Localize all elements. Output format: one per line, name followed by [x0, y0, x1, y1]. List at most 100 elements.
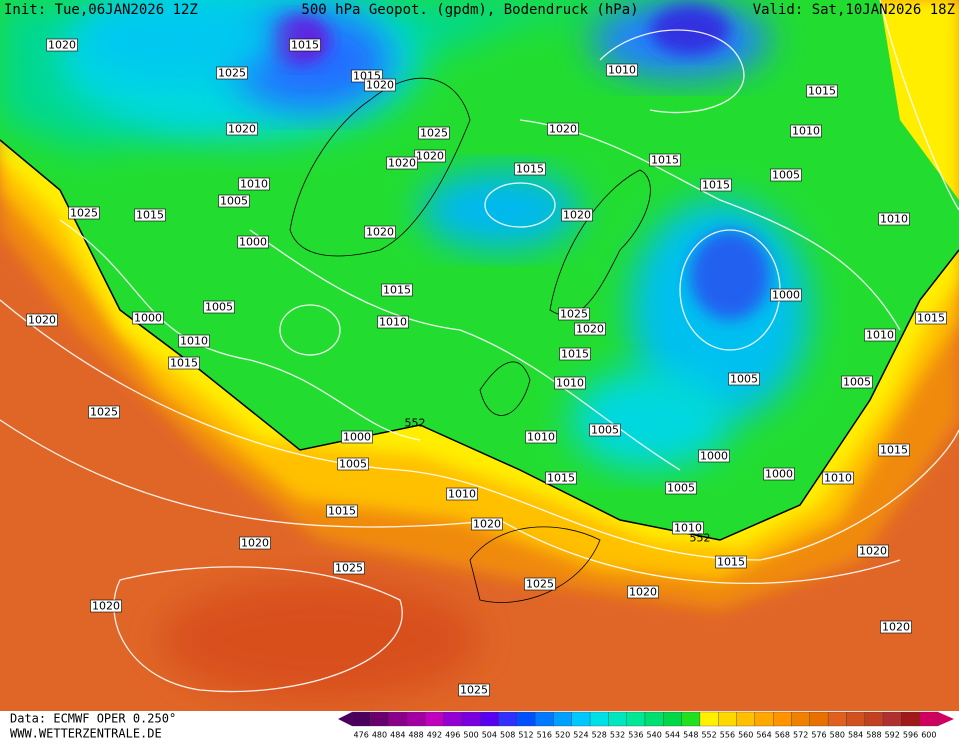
label-text: 1015: [717, 556, 745, 569]
label-text: 1020: [228, 123, 256, 136]
colorbar-swatch: [370, 711, 389, 727]
isobar-label: 1015: [915, 312, 947, 325]
colorbar-swatch: [681, 711, 701, 727]
label-box: [178, 334, 210, 348]
colorbar-label: 580: [830, 731, 845, 740]
label-box: [134, 208, 166, 222]
label-box: [627, 585, 659, 599]
colorbar-label: 600: [921, 731, 936, 740]
isobar-label: 1010: [864, 328, 896, 342]
label-box: [547, 122, 579, 136]
colorbar-swatch: [425, 711, 444, 727]
isobar-label: 1005: [770, 169, 802, 182]
label-box: [770, 288, 802, 302]
isobar-label: 1020: [471, 517, 503, 531]
label-text: 1020: [576, 323, 604, 336]
colorbar-swatch: [516, 711, 536, 727]
label-text: 1010: [674, 522, 702, 535]
colorbar-label: 592: [885, 731, 900, 740]
label-text: 1010: [866, 329, 894, 342]
label-text: 1010: [824, 472, 852, 485]
colorbar-swatch: [846, 711, 865, 727]
label-text: 552: [405, 417, 426, 430]
colorbar-swatch: [827, 711, 847, 727]
label-box: [864, 328, 896, 342]
isobar-label: 1020: [386, 157, 418, 170]
label-text: 1015: [170, 357, 198, 370]
label-text: 1010: [240, 178, 268, 191]
label-text: 1015: [808, 85, 836, 98]
label-box: [132, 311, 164, 325]
label-text: 1020: [859, 545, 887, 558]
label-text: 1005: [843, 376, 871, 389]
label-box: [458, 683, 490, 697]
isobar-label: 1020: [547, 122, 579, 136]
label-box: [606, 63, 638, 77]
isobar-label: 1015: [715, 556, 747, 569]
label-box: [700, 178, 732, 192]
isobar-label: 1000: [132, 311, 164, 325]
isobar-label: 1020: [880, 621, 912, 634]
colorbar-swatch: [443, 711, 463, 727]
colorbar-label: 540: [647, 731, 662, 740]
label-box: [471, 517, 503, 531]
isobar-label: 1025: [88, 405, 120, 419]
isobar-label: 1005: [728, 372, 760, 386]
isobar-label: 1015: [545, 471, 577, 485]
colorbar-label: 572: [793, 731, 808, 740]
label-box: [545, 471, 577, 485]
colorbar-label: 504: [482, 731, 497, 740]
isobar-label: 1020: [627, 585, 659, 599]
colorbar-arrow-high: [938, 712, 954, 726]
label-text: 1015: [516, 163, 544, 176]
label-box: [574, 322, 606, 336]
isobar-label: 1015: [381, 284, 413, 297]
isobar-label: 1010: [672, 522, 704, 535]
label-box: [90, 599, 122, 613]
label-box: [46, 38, 78, 52]
isobar-label: 1020: [364, 79, 396, 92]
label-text: 552: [690, 532, 711, 545]
label-box: [377, 315, 409, 329]
isobar-label: 1005: [841, 376, 873, 389]
label-text: 1005: [220, 195, 248, 208]
label-box: [857, 544, 889, 558]
isobar-label: 1015: [559, 348, 591, 361]
label-box: [558, 307, 590, 321]
colorbar-swatch: [882, 711, 902, 727]
label-text: 1010: [880, 213, 908, 226]
label-text: 1015: [547, 472, 575, 485]
label-text: 1020: [241, 537, 269, 550]
label-box: [728, 372, 760, 386]
colorbar-swatch: [461, 711, 481, 727]
isobar-label: 1015: [134, 208, 166, 222]
isobar-label: 1020: [561, 209, 593, 222]
label-text: 1020: [473, 518, 501, 531]
label-box: [524, 577, 556, 591]
label-text: 1020: [388, 157, 416, 170]
isobar-label: 1000: [698, 450, 730, 463]
label-box: [822, 471, 854, 485]
colorbar-label: 568: [775, 731, 790, 740]
label-text: 1010: [180, 335, 208, 348]
label-box: [649, 153, 681, 167]
colorbar: 476 480 484 488 492 496 500 504 508 512 516 520 524 5…: [338, 711, 954, 740]
data-source: Data: ECMWF OPER 0.250°: [10, 712, 176, 726]
colorbar-label: 488: [408, 731, 423, 740]
label-box: [878, 212, 910, 226]
label-text: 1010: [527, 431, 555, 444]
isobar-label: 552: [405, 417, 426, 430]
label-text: 1005: [591, 424, 619, 437]
colorbar-label: 552: [701, 731, 716, 740]
colorbar-swatch: [791, 711, 810, 727]
label-text: 1005: [772, 169, 800, 182]
colorbar-label: 576: [811, 731, 826, 740]
label-box: [216, 66, 248, 80]
label-box: [88, 405, 120, 419]
label-text: 1020: [563, 209, 591, 222]
label-box: [326, 504, 358, 518]
label-text: 1020: [549, 123, 577, 136]
label-text: 1000: [772, 289, 800, 302]
